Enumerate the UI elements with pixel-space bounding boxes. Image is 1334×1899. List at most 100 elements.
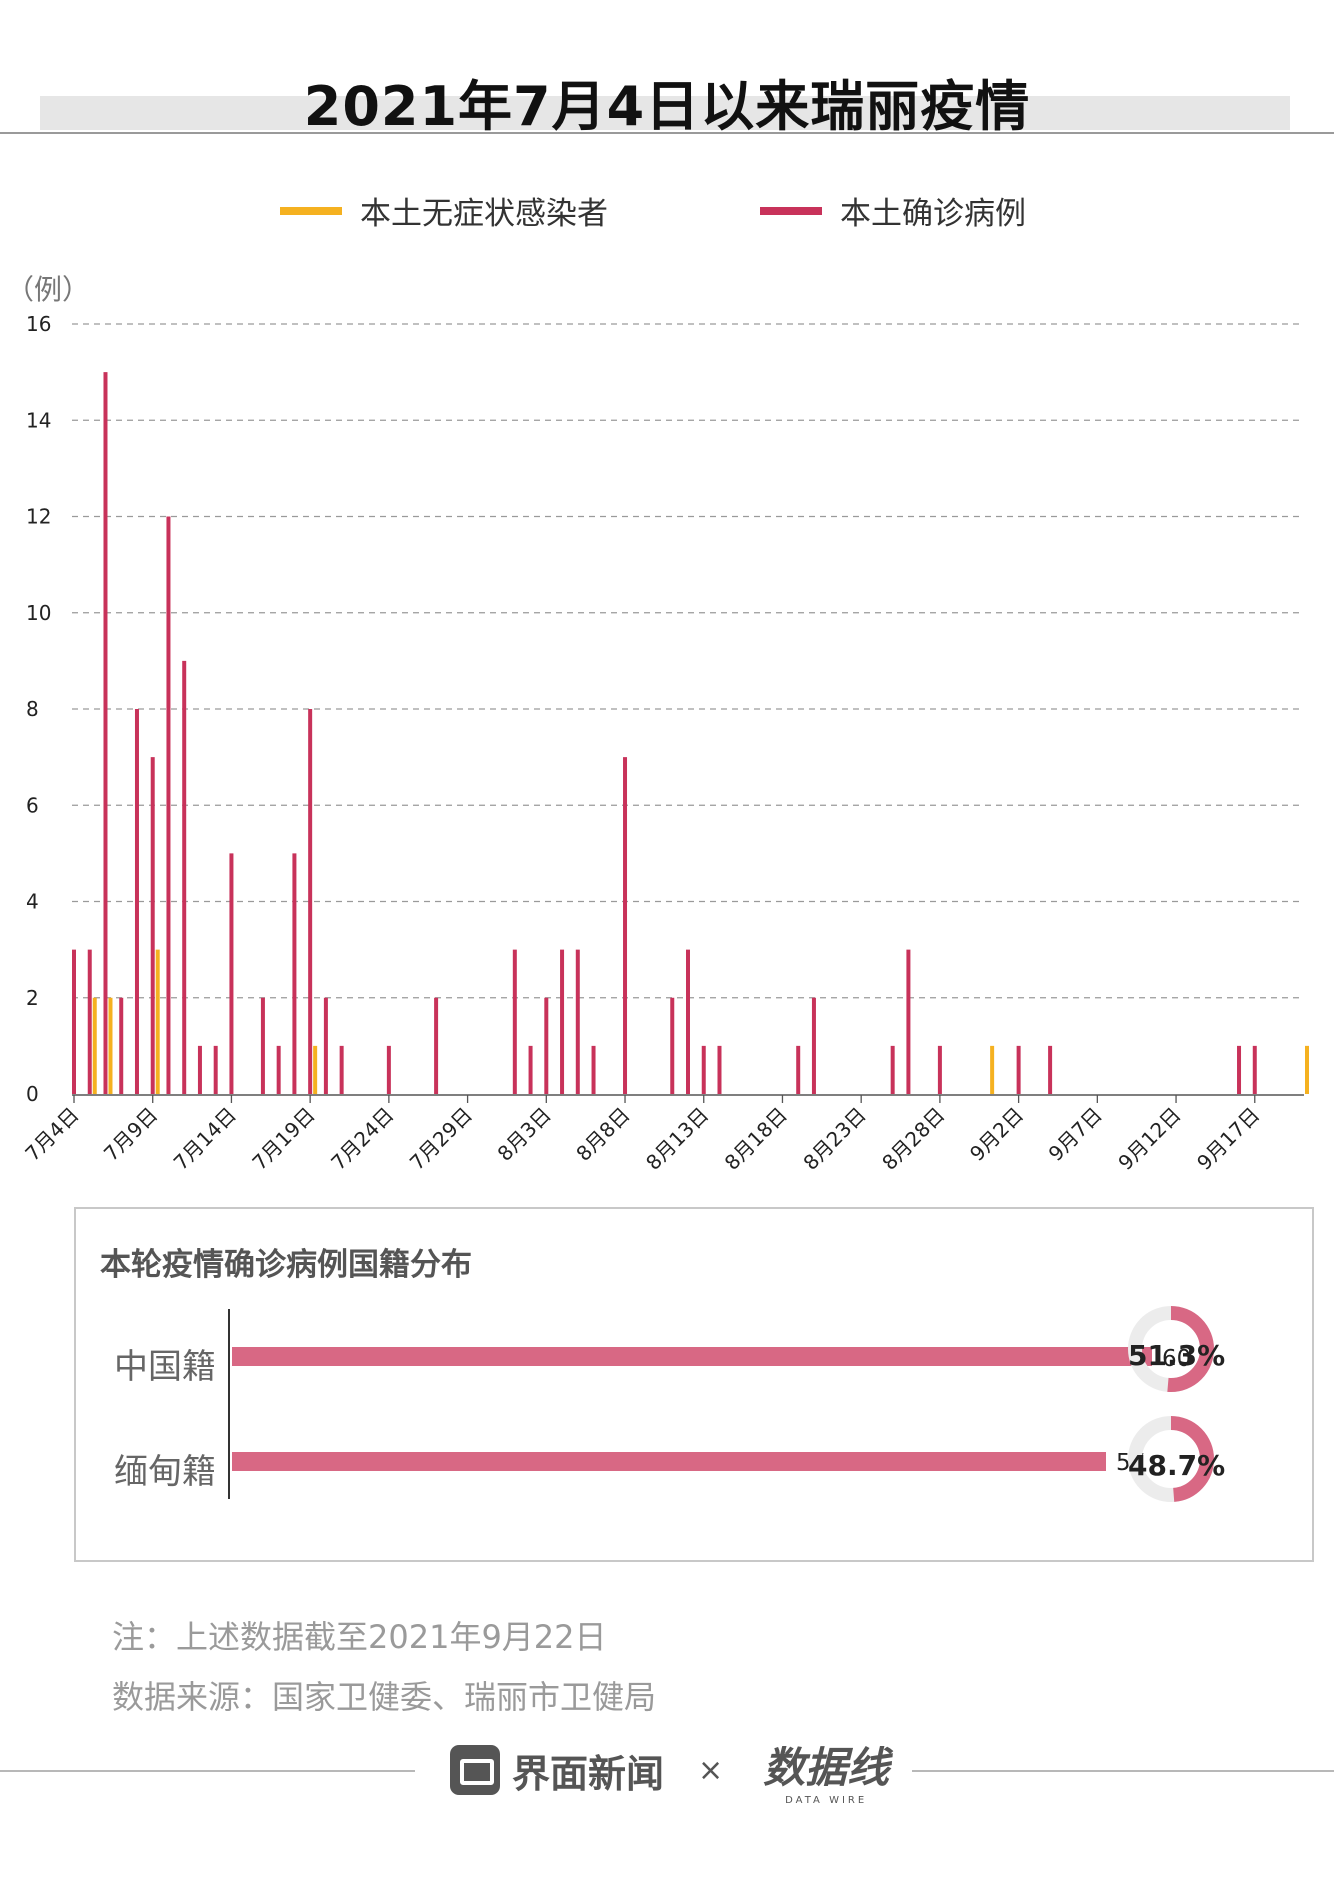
x-tick-label: 8月3日 bbox=[493, 1103, 556, 1166]
legend-label-confirmed: 本土确诊病例 bbox=[840, 196, 1026, 232]
page-title: 2021年7月4日以来瑞丽疫情 bbox=[303, 75, 1031, 138]
donut-share-arc bbox=[1128, 1306, 1214, 1392]
footer-brands: 界面新闻 × 数据线 DATA WIRE bbox=[450, 1734, 889, 1806]
footer-line-right bbox=[912, 1770, 1334, 1772]
footer-line-left bbox=[0, 1770, 415, 1772]
bar-asymptomatic bbox=[313, 1045, 318, 1094]
bar-confirmed bbox=[544, 997, 549, 1094]
bar-confirmed bbox=[686, 949, 690, 1094]
bar-confirmed bbox=[575, 949, 580, 1094]
bar-confirmed bbox=[434, 997, 439, 1094]
brand-datawire-sub: DATA WIRE bbox=[785, 1795, 868, 1806]
x-tick-label: 8月8日 bbox=[571, 1103, 634, 1166]
brand-datawire-text: 数据线 bbox=[763, 1743, 890, 1792]
brand-jiemian: 界面新闻 bbox=[512, 1751, 665, 1796]
nationality-donut-myanmar bbox=[1128, 1416, 1214, 1502]
nationality-pct-chinese: 51.3% bbox=[1128, 1339, 1226, 1372]
legend-label-asymptomatic: 本土无症状感染者 bbox=[360, 196, 608, 232]
bar-confirmed bbox=[937, 1045, 942, 1094]
nationality-bar-chinese bbox=[232, 1347, 1152, 1366]
y-tick-label: 8 bbox=[26, 697, 39, 721]
bar-confirmed bbox=[591, 1045, 596, 1094]
x-tick-label: 7月24日 bbox=[326, 1103, 398, 1175]
donut-share-arc bbox=[1128, 1416, 1214, 1502]
bar-confirmed bbox=[87, 949, 92, 1094]
bar-confirmed bbox=[308, 709, 313, 1094]
x-tick-label: 7月14日 bbox=[169, 1103, 241, 1175]
nationality-bar-myanmar bbox=[232, 1452, 1106, 1471]
bar-confirmed bbox=[229, 853, 234, 1094]
brand-times-sign: × bbox=[698, 1752, 724, 1788]
data-source: 数据来源：国家卫健委、瑞丽市卫健局 bbox=[112, 1678, 657, 1716]
bar-confirmed bbox=[103, 372, 108, 1094]
bar-asymptomatic bbox=[108, 997, 113, 1094]
nationality-donut-chinese bbox=[1128, 1306, 1214, 1392]
bar-confirmed bbox=[1252, 1045, 1257, 1094]
y-tick-label: 6 bbox=[26, 793, 39, 817]
bar-confirmed bbox=[72, 949, 76, 1094]
nationality-panel: 本轮疫情确诊病例国籍分布 中国籍 60 51.3% 缅甸籍 57 48.7% bbox=[74, 1207, 1314, 1562]
bar-asymptomatic bbox=[155, 949, 160, 1094]
nationality-value-chinese: 60 bbox=[1162, 1346, 1192, 1372]
x-tick-label: 9月17日 bbox=[1192, 1103, 1264, 1175]
legend-swatch-confirmed bbox=[760, 206, 822, 215]
jiemian-logo-icon bbox=[450, 1745, 500, 1795]
x-tick-label: 7月19日 bbox=[247, 1103, 319, 1175]
x-tick-label: 9月2日 bbox=[965, 1103, 1028, 1166]
daily-cases-chart: 0 2 4 6 8 10 12 14 16 7月4日 7月9日 7月14日 7月19日 7月24日 7月29… bbox=[20, 312, 1309, 1175]
x-tick-label: 7月9日 bbox=[99, 1103, 162, 1166]
bar-confirmed bbox=[182, 660, 187, 1094]
title-band bbox=[40, 96, 1290, 130]
bar-confirmed bbox=[213, 1045, 218, 1094]
bar-confirmed bbox=[560, 949, 565, 1094]
bar-confirmed bbox=[1048, 1045, 1053, 1094]
bar-confirmed bbox=[528, 1045, 533, 1094]
bar-confirmed bbox=[119, 997, 124, 1094]
bar-asymptomatic bbox=[1305, 1045, 1309, 1094]
bar-confirmed bbox=[890, 1045, 895, 1094]
nationality-label-chinese: 中国籍 bbox=[114, 1347, 216, 1387]
legend-swatch-asymptomatic bbox=[280, 206, 342, 215]
bar-confirmed bbox=[811, 997, 816, 1094]
nationality-pct-myanmar: 48.7% bbox=[1128, 1449, 1226, 1482]
x-tick-label: 7月4日 bbox=[20, 1103, 83, 1166]
bar-confirmed bbox=[717, 1045, 722, 1094]
bar-confirmed bbox=[796, 1045, 801, 1094]
bar-confirmed bbox=[1237, 1045, 1242, 1094]
bar-confirmed bbox=[386, 1045, 391, 1094]
nationality-axis bbox=[228, 1309, 230, 1499]
y-tick-label: 4 bbox=[26, 890, 39, 914]
bar-confirmed bbox=[906, 949, 911, 1094]
bar-confirmed bbox=[339, 1045, 344, 1094]
x-tick-label: 7月29日 bbox=[405, 1103, 477, 1175]
x-tick-label: 8月13日 bbox=[641, 1103, 713, 1175]
title-underline bbox=[0, 132, 1334, 134]
nationality-label-myanmar: 缅甸籍 bbox=[114, 1452, 216, 1492]
bar-confirmed bbox=[1016, 1045, 1021, 1094]
bar-confirmed bbox=[166, 516, 171, 1094]
x-tick-label: 8月23日 bbox=[798, 1103, 870, 1175]
legend-item-asymptomatic: 本土无症状感染者 bbox=[280, 188, 608, 233]
bar-asymptomatic bbox=[990, 1045, 995, 1094]
y-tick-label: 0 bbox=[26, 1082, 39, 1106]
bar-confirmed bbox=[701, 1045, 706, 1094]
bar-confirmed bbox=[623, 757, 628, 1094]
bar-confirmed bbox=[150, 757, 155, 1094]
bar-confirmed bbox=[276, 1045, 281, 1094]
bar-confirmed bbox=[260, 997, 265, 1094]
bar-asymptomatic bbox=[92, 997, 97, 1094]
y-tick-label: 2 bbox=[26, 986, 39, 1010]
brand-datawire: 数据线 DATA WIRE bbox=[763, 1734, 889, 1806]
bar-confirmed bbox=[512, 949, 517, 1094]
note-cutoff: 注：上述数据截至2021年9月22日 bbox=[112, 1618, 607, 1656]
nationality-panel-title: 本轮疫情确诊病例国籍分布 bbox=[100, 1247, 472, 1283]
x-tick-label: 9月12日 bbox=[1113, 1103, 1185, 1175]
y-tick-label: 14 bbox=[26, 408, 51, 432]
legend-item-confirmed: 本土确诊病例 bbox=[760, 188, 1026, 233]
y-unit-label: （例） bbox=[6, 273, 91, 306]
x-tick-label: 8月18日 bbox=[720, 1103, 792, 1175]
bar-confirmed bbox=[292, 853, 297, 1094]
y-tick-label: 12 bbox=[26, 505, 51, 529]
x-tick-label: 8月28日 bbox=[877, 1103, 949, 1175]
x-tick-label: 9月7日 bbox=[1044, 1103, 1107, 1166]
